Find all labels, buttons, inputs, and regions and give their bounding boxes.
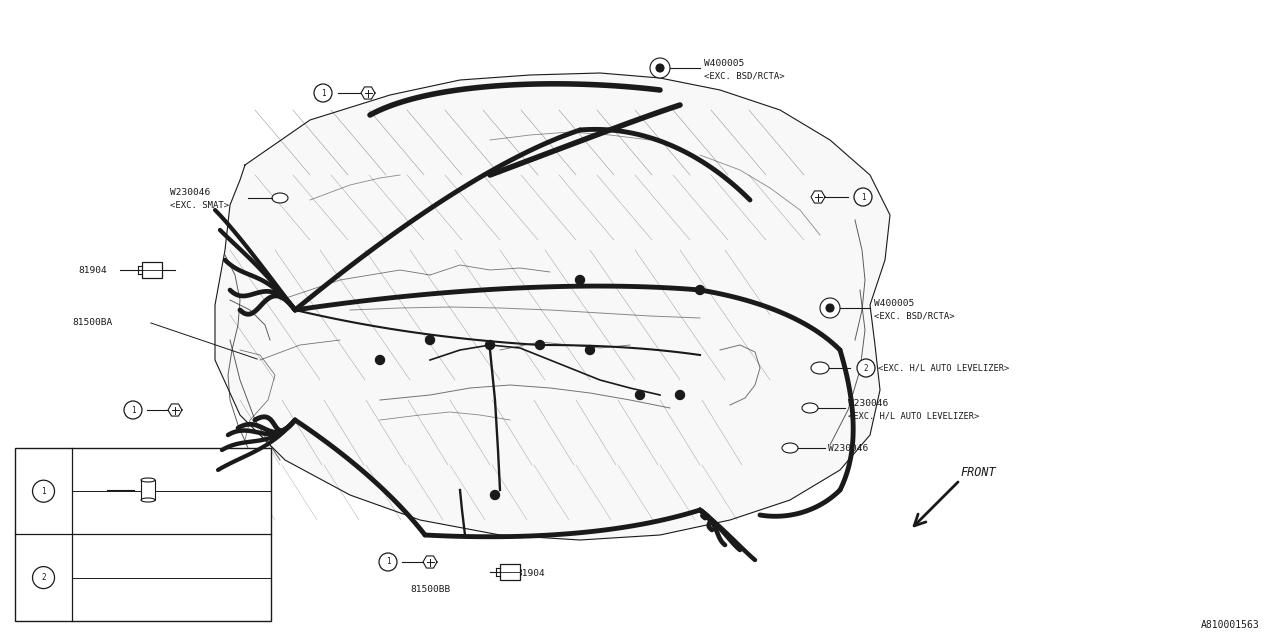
Circle shape bbox=[635, 390, 645, 399]
Circle shape bbox=[379, 553, 397, 571]
Text: W410044(-2210): W410044(-2210) bbox=[77, 552, 157, 561]
Text: 1: 1 bbox=[41, 486, 46, 496]
Circle shape bbox=[695, 285, 704, 294]
Ellipse shape bbox=[141, 498, 155, 502]
Polygon shape bbox=[168, 404, 182, 416]
Text: <EXC. SMAT>: <EXC. SMAT> bbox=[170, 200, 229, 209]
Circle shape bbox=[425, 335, 434, 344]
Circle shape bbox=[676, 390, 685, 399]
Circle shape bbox=[820, 298, 840, 318]
Text: <EXC. H/L AUTO LEVELIZER>: <EXC. H/L AUTO LEVELIZER> bbox=[849, 412, 979, 420]
Text: 81500BA: 81500BA bbox=[72, 317, 113, 326]
Text: W400005: W400005 bbox=[874, 298, 914, 307]
Circle shape bbox=[32, 480, 55, 502]
Polygon shape bbox=[215, 73, 890, 540]
Polygon shape bbox=[361, 87, 375, 99]
Text: 1: 1 bbox=[860, 193, 865, 202]
Text: 2: 2 bbox=[41, 573, 46, 582]
Text: <EXC. BSD/RCTA>: <EXC. BSD/RCTA> bbox=[874, 312, 955, 321]
Text: FRONT: FRONT bbox=[960, 465, 996, 479]
Text: 81904: 81904 bbox=[516, 570, 545, 579]
Circle shape bbox=[854, 188, 872, 206]
Text: W230046: W230046 bbox=[828, 444, 868, 452]
Circle shape bbox=[585, 346, 594, 355]
Circle shape bbox=[535, 340, 544, 349]
Text: W230046: W230046 bbox=[849, 399, 888, 408]
Polygon shape bbox=[812, 191, 826, 203]
Ellipse shape bbox=[141, 478, 155, 482]
Circle shape bbox=[576, 275, 585, 285]
Bar bbox=[141, 480, 155, 500]
Text: 81500BB: 81500BB bbox=[410, 586, 451, 595]
Circle shape bbox=[858, 359, 876, 377]
Text: Q580015(2210-): Q580015(2210-) bbox=[77, 508, 157, 517]
Circle shape bbox=[657, 64, 664, 72]
Circle shape bbox=[314, 84, 332, 102]
Bar bbox=[142, 262, 163, 278]
Bar bbox=[15, 448, 271, 621]
Text: 1: 1 bbox=[321, 88, 325, 97]
Text: A810001563: A810001563 bbox=[1201, 620, 1260, 630]
Text: 2: 2 bbox=[864, 364, 868, 372]
Ellipse shape bbox=[803, 403, 818, 413]
Ellipse shape bbox=[812, 362, 829, 374]
Bar bbox=[500, 564, 520, 580]
Circle shape bbox=[650, 58, 669, 78]
Text: <EXC. H/L AUTO LEVELIZER>: <EXC. H/L AUTO LEVELIZER> bbox=[878, 364, 1009, 372]
Text: Q580002(-2209): Q580002(-2209) bbox=[77, 465, 157, 474]
Text: 1: 1 bbox=[131, 406, 136, 415]
Circle shape bbox=[485, 340, 494, 349]
Circle shape bbox=[826, 304, 835, 312]
Ellipse shape bbox=[782, 443, 797, 453]
Text: W230046: W230046 bbox=[170, 188, 210, 196]
Ellipse shape bbox=[273, 193, 288, 203]
Text: 1: 1 bbox=[385, 557, 390, 566]
Text: 94071U: 94071U bbox=[60, 486, 95, 495]
Circle shape bbox=[490, 490, 499, 499]
Polygon shape bbox=[422, 556, 436, 568]
Text: 81904: 81904 bbox=[78, 266, 106, 275]
Circle shape bbox=[124, 401, 142, 419]
Text: <EXC. BSD/RCTA>: <EXC. BSD/RCTA> bbox=[704, 72, 785, 81]
Text: W410052(2211-): W410052(2211-) bbox=[77, 595, 157, 604]
Text: W400005: W400005 bbox=[704, 58, 744, 67]
Circle shape bbox=[32, 566, 55, 589]
Circle shape bbox=[375, 355, 384, 365]
